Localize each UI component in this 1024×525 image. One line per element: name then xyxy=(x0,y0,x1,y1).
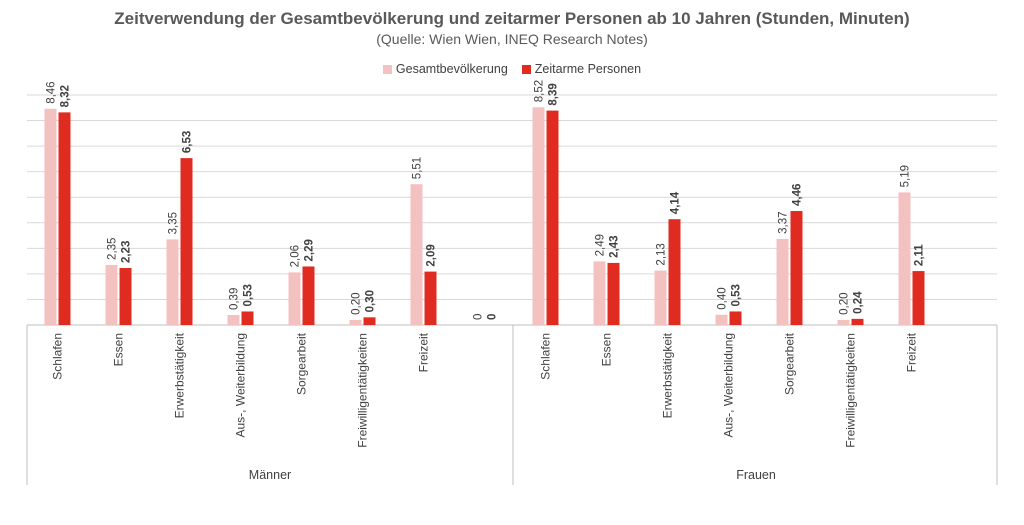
data-label-zeitarm: 4,14 xyxy=(670,191,682,214)
bar-zeitarm xyxy=(912,271,925,325)
category-label: Sorgearbeit xyxy=(295,332,309,395)
category-label: Freiwilligentätigkeiten xyxy=(356,333,370,448)
bar-gesamt xyxy=(288,272,301,325)
bar-gesamt xyxy=(227,315,240,325)
data-label-gesamt: 0,39 xyxy=(229,288,241,310)
bar-zeitarm xyxy=(241,311,254,325)
chart-title: Zeitverwendung der Gesamtbevölkerung und… xyxy=(114,9,910,28)
group-label: Frauen xyxy=(736,468,776,482)
category-label: Aus-, Weiterbildung xyxy=(234,333,248,438)
bar-gesamt xyxy=(837,319,850,325)
bar-gesamt xyxy=(715,314,728,325)
data-label-zeitarm: 2,43 xyxy=(609,236,621,258)
data-label-zeitarm: 8,32 xyxy=(60,85,72,107)
data-label-zeitarm: 2,29 xyxy=(304,239,316,261)
bar-zeitarm xyxy=(302,266,315,325)
category-label: Erwerbstätigkeit xyxy=(661,332,675,418)
legend-swatch-gesamt xyxy=(382,64,392,74)
legend-label-gesamt: Gesamtbevölkerung xyxy=(395,62,508,76)
data-label-gesamt: 0,20 xyxy=(839,292,851,314)
chart-subtitle: (Quelle: Wien Wien, INEQ Research Notes) xyxy=(376,31,648,47)
group-label: Männer xyxy=(249,468,291,482)
data-label-gesamt: 3,35 xyxy=(168,212,180,234)
data-label-zeitarm: 2,09 xyxy=(426,244,438,266)
category-label: Freiwilligentätigkeiten xyxy=(844,333,858,448)
legend-swatch-zeitarm xyxy=(521,64,531,74)
data-label-zeitarm: 0 xyxy=(487,314,499,320)
data-label-zeitarm: 8,39 xyxy=(548,83,560,105)
bar-gesamt xyxy=(105,264,118,325)
bar-gesamt xyxy=(776,238,789,325)
data-label-zeitarm: 2,23 xyxy=(121,241,133,263)
data-label-gesamt: 0,40 xyxy=(717,287,729,309)
bar-zeitarm xyxy=(180,158,193,325)
bar-zeitarm xyxy=(729,311,742,325)
legend-item-zeitarm: Zeitarme Personen xyxy=(521,62,642,76)
bar-gesamt xyxy=(898,192,911,325)
data-label-zeitarm: 0,24 xyxy=(853,291,865,314)
legend-item-gesamt: Gesamtbevölkerung xyxy=(382,62,508,76)
bar-zeitarm xyxy=(424,271,437,325)
bar-zeitarm xyxy=(607,262,620,325)
data-label-gesamt: 2,49 xyxy=(595,234,607,256)
category-label: Schlafen xyxy=(51,333,65,380)
data-label-gesamt: 5,19 xyxy=(900,165,912,187)
category-label: Erwerbstätigkeit xyxy=(173,332,187,418)
legend: Gesamtbevölkerung Zeitarme Personen xyxy=(0,62,1024,76)
data-label-gesamt: 3,37 xyxy=(778,211,790,233)
category-label: Sorgearbeit xyxy=(783,332,797,395)
bar-zeitarm xyxy=(668,219,681,325)
bar-zeitarm xyxy=(58,112,71,325)
data-label-zeitarm: 0,53 xyxy=(243,284,255,306)
data-label-zeitarm: 0,53 xyxy=(731,284,743,306)
data-label-zeitarm: 6,53 xyxy=(182,131,194,153)
data-label-zeitarm: 2,11 xyxy=(914,244,926,266)
data-label-gesamt: 2,35 xyxy=(107,238,119,260)
data-label-gesamt: 0,20 xyxy=(351,292,363,314)
bar-gesamt xyxy=(593,261,606,325)
category-label: Freizeit xyxy=(417,332,431,372)
category-label: Aus-, Weiterbildung xyxy=(722,333,736,438)
bar-zeitarm xyxy=(119,268,132,325)
bar-gesamt xyxy=(166,239,179,325)
data-label-zeitarm: 0,30 xyxy=(365,290,377,312)
bar-zeitarm xyxy=(363,317,376,325)
category-label: Essen xyxy=(600,333,614,366)
bar-gesamt xyxy=(410,184,423,325)
bar-gesamt xyxy=(349,319,362,325)
bar-zeitarm xyxy=(851,318,864,325)
bar-gesamt xyxy=(44,108,57,325)
category-label: Freizeit xyxy=(905,332,919,372)
category-label: Schlafen xyxy=(539,333,553,380)
data-label-gesamt: 5,51 xyxy=(412,157,424,179)
legend-label-zeitarm: Zeitarme Personen xyxy=(534,62,642,76)
data-label-zeitarm: 4,46 xyxy=(792,184,804,206)
bar-zeitarm xyxy=(546,110,559,325)
data-label-gesamt: 0 xyxy=(473,314,485,320)
bar-zeitarm xyxy=(790,211,803,325)
bar-gesamt xyxy=(654,270,667,325)
data-label-gesamt: 2,06 xyxy=(290,245,302,267)
bar-gesamt xyxy=(532,107,545,326)
data-label-gesamt: 8,46 xyxy=(46,81,58,103)
category-label: Essen xyxy=(112,333,126,366)
data-label-gesamt: 8,52 xyxy=(534,80,546,102)
data-label-gesamt: 2,13 xyxy=(656,243,668,265)
